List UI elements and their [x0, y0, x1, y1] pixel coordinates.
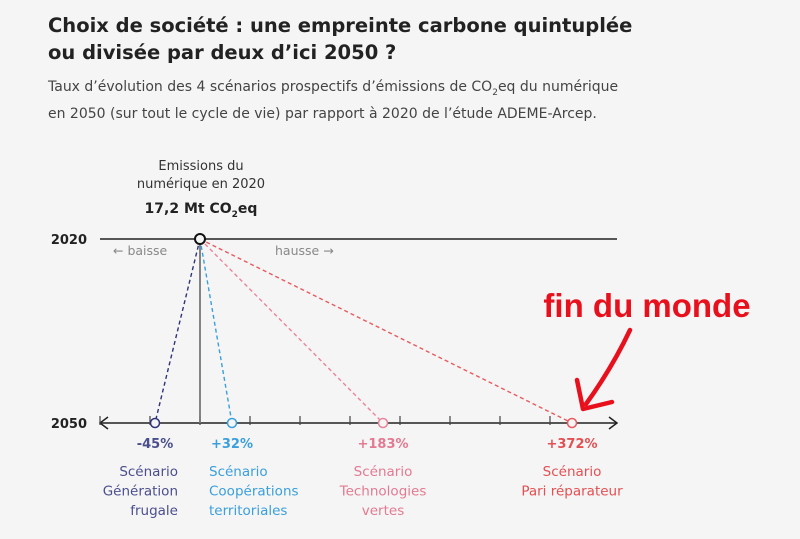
- title-line-2: ou divisée par deux d’ici 2050 ?: [48, 41, 397, 64]
- scenario-name-line: vertes: [362, 503, 404, 519]
- reference-line-2: numérique en 2020: [136, 177, 266, 192]
- scenario-value-label: +372%: [546, 437, 597, 452]
- annotation-arrow-shaft: [583, 327, 633, 407]
- scenario-trajectory-line: [199, 238, 573, 424]
- scenario-name-line: Technologies: [339, 484, 427, 500]
- scenario-name-line: Génération: [103, 484, 178, 500]
- subtitle-line-2: en 2050 (sur tout le cycle de vie) par r…: [48, 105, 597, 122]
- reference-value: 17,2 Mt CO2eq: [120, 200, 282, 224]
- reference-value-unit: eq: [237, 201, 258, 217]
- direction-down-label: ← baisse: [113, 243, 168, 258]
- year-2020-label: 2020: [51, 233, 87, 248]
- scenario-value-label: -45%: [137, 437, 174, 452]
- scenario-name-line: territoriales: [209, 503, 287, 519]
- scenario-point: [566, 417, 578, 429]
- scenario-trajectory-line: [199, 238, 233, 424]
- scenario-name-line: Scénario: [119, 464, 178, 480]
- subtitle-text-b: eq du numérique: [497, 79, 619, 95]
- axis-right-arrowhead: [608, 416, 619, 430]
- scenario-value-label: +32%: [211, 437, 253, 452]
- scenario-point: [149, 417, 161, 429]
- scenario-name-line: Scénario: [543, 464, 602, 480]
- scenario-name-line: Scénario: [209, 464, 268, 480]
- reference-line-1: Emissions du: [158, 159, 244, 174]
- subtitle-text-a: Taux d’évolution des 4 scénarios prospec…: [48, 79, 493, 95]
- scenario-trajectory-line: [199, 238, 384, 424]
- direction-up-label: hausse →: [275, 243, 334, 258]
- subtitle-subscript: 2: [492, 87, 498, 98]
- annotation-text: fin du monde: [543, 287, 750, 324]
- scenario-trajectory-line: [154, 238, 201, 424]
- scenario-point: [226, 417, 238, 429]
- title-line-1: Choix de société : une empreinte carbone…: [48, 14, 633, 37]
- reference-2020-point: [194, 233, 206, 245]
- scenario-value-label: +183%: [357, 437, 408, 452]
- scenario-point: [377, 417, 389, 429]
- reference-value-subscript: 2: [231, 209, 238, 220]
- scenario-name-line: Coopérations: [209, 484, 299, 500]
- scenario-name-line: Pari réparateur: [521, 484, 623, 500]
- annotation-arrow-head: [574, 377, 615, 412]
- scenario-name-line: Scénario: [354, 464, 413, 480]
- reference-value-text: 17,2 Mt CO: [144, 201, 232, 217]
- reference-annotation: Emissions du numérique en 2020 17,2 Mt C…: [120, 158, 282, 224]
- chart-subtitle: Taux d’évolution des 4 scénarios prospec…: [48, 77, 768, 125]
- year-2050-label: 2050: [51, 417, 87, 432]
- scenario-name-line: frugale: [130, 503, 178, 519]
- chart-title: Choix de société : une empreinte carbone…: [48, 12, 748, 66]
